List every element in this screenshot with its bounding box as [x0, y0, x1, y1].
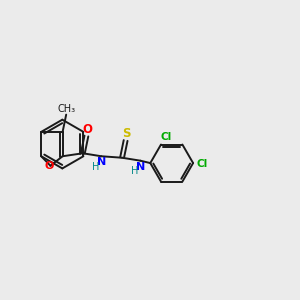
Text: H: H: [92, 162, 100, 172]
Text: N: N: [97, 157, 106, 167]
Text: Cl: Cl: [161, 132, 172, 142]
Text: N: N: [136, 162, 145, 172]
Text: O: O: [82, 123, 92, 136]
Text: Cl: Cl: [196, 159, 208, 169]
Text: O: O: [44, 161, 54, 171]
Text: H: H: [131, 166, 139, 176]
Text: CH₃: CH₃: [57, 104, 75, 114]
Text: S: S: [122, 128, 130, 140]
